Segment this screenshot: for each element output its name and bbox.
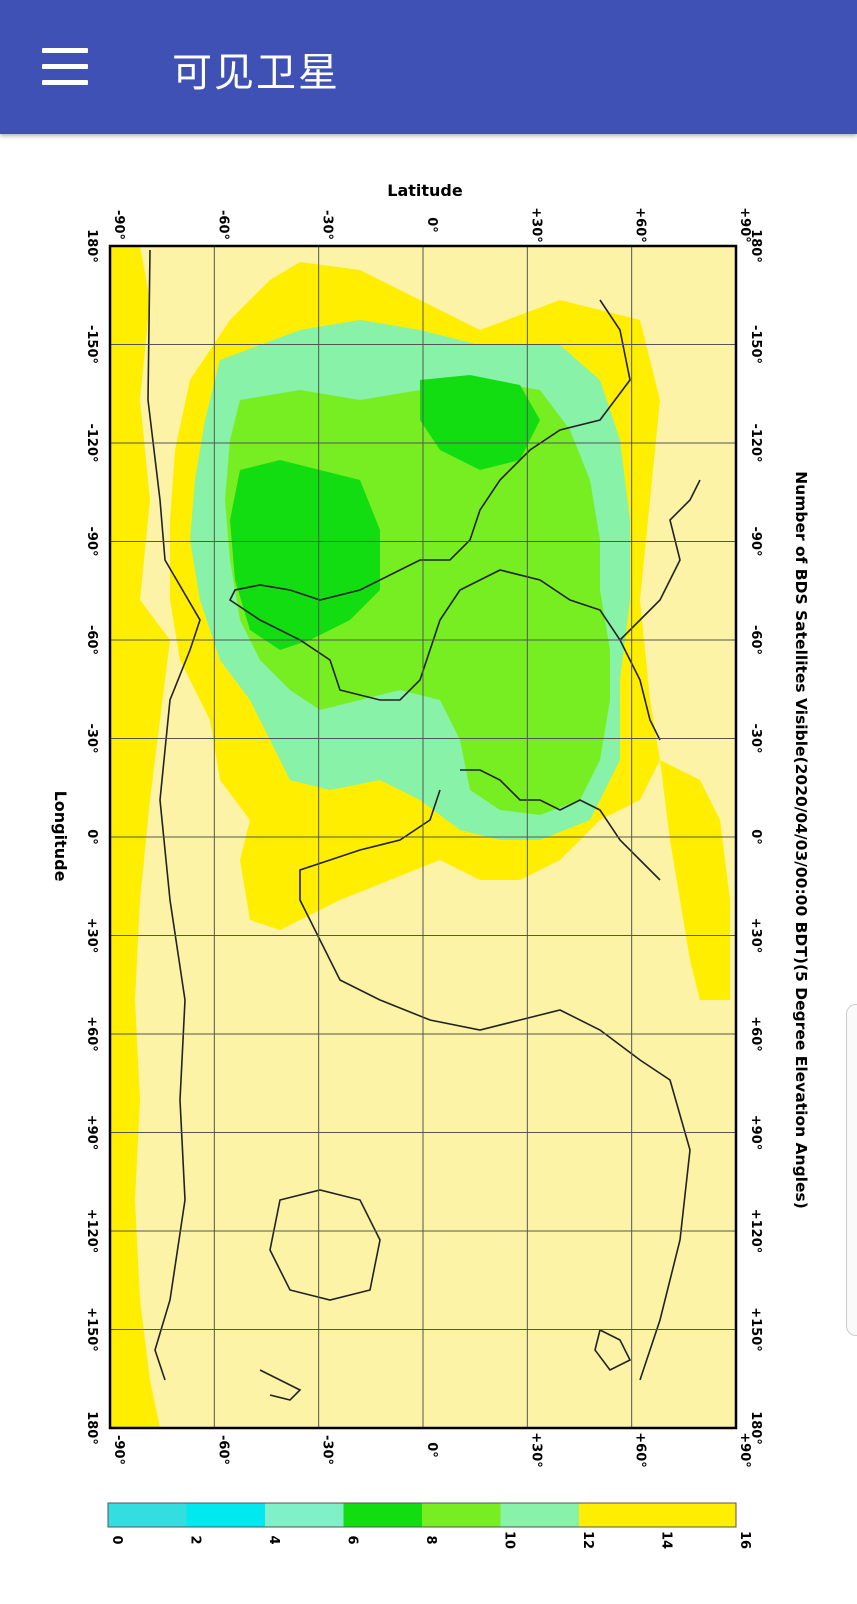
longitude-tick-label: 180°: [748, 229, 763, 263]
latitude-tick-label: -90°: [111, 1435, 126, 1465]
latitude-tick-label: +30°: [528, 207, 543, 242]
longitude-tick-label: -90°: [748, 527, 763, 557]
satellite-visibility-chart: 180° -150° -120° -90° -60° -30° 0° +30° +60° +90°…: [51, 181, 810, 1549]
colorbar-segment: [500, 1503, 579, 1527]
longitude-tick-label: +150°: [748, 1307, 763, 1352]
side-scroll-handle[interactable]: [846, 1004, 857, 1336]
menu-button[interactable]: [34, 42, 94, 92]
chart-area: 180° -150° -120° -90° -60° -30° 0° +30° +60° +90°…: [0, 134, 857, 1600]
latitude-tick-label: 0°: [424, 217, 439, 233]
longitude-tick-label: +90°: [748, 1115, 763, 1150]
colorbar-tick-label: 4: [266, 1535, 281, 1544]
coastlines: [147, 249, 701, 1401]
colorbar-tick-label: 16: [737, 1531, 752, 1549]
colorbar-tick-label: 10: [502, 1531, 517, 1549]
hamburger-menu-icon: [42, 48, 88, 53]
colorbar-tick-label: 14: [659, 1531, 674, 1549]
longitude-axis-label: Longitude: [51, 791, 70, 882]
latitude-tick-label: -30°: [320, 210, 335, 240]
longitude-tick-label: -60°: [748, 625, 763, 655]
latitude-tick-label: -60°: [215, 1435, 230, 1465]
colorbar-tick-label: 0: [109, 1535, 124, 1544]
colorbar-tick-label: 2: [188, 1535, 203, 1544]
colorbar-segment: [343, 1503, 422, 1527]
longitude-tick-label: -90°: [84, 527, 99, 557]
colorbar: 0 2 4 6 8 10 12 14 16: [107, 1502, 752, 1549]
page-title: 可见卫星: [172, 50, 340, 96]
latitude-tick-label: +90°: [737, 1432, 752, 1467]
longitude-tick-label: 180°: [84, 229, 99, 263]
longitude-tick-label: -60°: [84, 625, 99, 655]
colorbar-segment: [422, 1503, 501, 1527]
colorbar-tick-label: 8: [423, 1535, 438, 1544]
colorbar-segment: [186, 1503, 265, 1527]
longitude-tick-label: +90°: [84, 1115, 99, 1150]
longitude-tick-label: +60°: [84, 1016, 99, 1051]
colorbar-segment: [108, 1503, 187, 1527]
longitude-tick-label: 180°: [748, 1411, 763, 1445]
hamburger-menu-icon-bar: [42, 64, 88, 69]
latitude-tick-label: -30°: [320, 1435, 335, 1465]
longitude-tick-label: +150°: [84, 1307, 99, 1352]
longitude-tick-label: +120°: [84, 1209, 99, 1254]
plot-frame: [108, 244, 738, 1430]
longitude-tick-label: -120°: [748, 423, 763, 462]
colorbar-tick-label: 6: [345, 1535, 360, 1544]
region-8: [230, 460, 380, 650]
longitude-tick-label: -30°: [84, 724, 99, 754]
longitude-tick-label: +120°: [748, 1209, 763, 1254]
longitude-tick-label: 180°: [84, 1411, 99, 1445]
region-14-north: [660, 760, 730, 1000]
latitude-tick-label: +60°: [633, 1432, 648, 1467]
longitude-tick-label: -150°: [748, 325, 763, 364]
colorbar-segment: [265, 1503, 344, 1527]
colorbar-segment: [657, 1503, 736, 1527]
colorbar-frame: [107, 1502, 737, 1528]
latitude-tick-label: -60°: [215, 210, 230, 240]
latitude-tick-label: +30°: [528, 1432, 543, 1467]
longitude-ticks-left: 180° -150° -120° -90° -60° -30° 0° +30° +60° +90°…: [84, 229, 99, 1445]
longitude-tick-label: -120°: [84, 423, 99, 462]
colorbar-tick-label: 12: [580, 1531, 595, 1549]
longitude-tick-label: 0°: [84, 829, 99, 845]
longitude-tick-label: -30°: [748, 724, 763, 754]
latitude-tick-label: +60°: [633, 207, 648, 242]
latitude-tick-label: -90°: [111, 210, 126, 240]
latitude-ticks-bottom: -90° -60° -30° 0° +30° +60° +90°: [111, 1432, 752, 1467]
latitude-tick-label: +90°: [737, 207, 752, 242]
hamburger-menu-icon-bar: [42, 80, 88, 85]
latitude-axis-label: Latitude: [387, 181, 463, 200]
longitude-tick-label: -150°: [84, 325, 99, 364]
longitude-tick-label: +30°: [84, 918, 99, 953]
grid-lines: [110, 246, 736, 1428]
latitude-tick-label: 0°: [424, 1442, 439, 1458]
latitude-ticks-top: -90° -60° -30° 0° +30° +60° +90°: [111, 207, 752, 242]
app-bar: 可见卫星: [0, 0, 857, 134]
region-8-north: [420, 375, 540, 470]
chart-title: Number of BDS Satellites Visible(2020/04…: [792, 471, 810, 1209]
colorbar-segment: [579, 1503, 658, 1527]
longitude-tick-label: +60°: [748, 1016, 763, 1051]
longitude-ticks-right: 180° -150° -120° -90° -60° -30° 0° +30° +60° +90°…: [748, 229, 763, 1445]
longitude-tick-label: +30°: [748, 918, 763, 953]
longitude-tick-label: 0°: [748, 829, 763, 845]
